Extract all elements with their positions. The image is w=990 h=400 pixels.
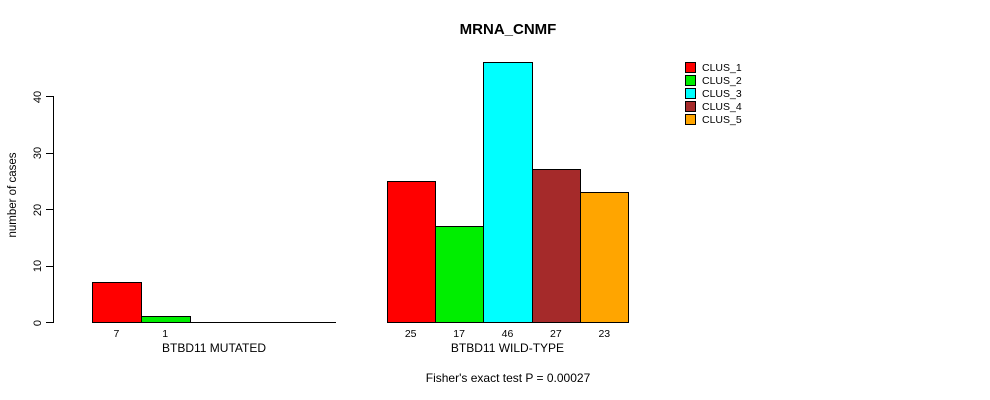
y-axis-tick	[46, 209, 53, 210]
legend-item-label: CLUS_4	[702, 100, 742, 113]
legend-swatch-clus_5	[685, 114, 696, 125]
bar-clus_2	[434, 225, 485, 323]
bar-value-label: 7	[113, 328, 120, 340]
y-axis-tick	[46, 152, 53, 154]
legend-item: CLUS_2	[685, 74, 742, 87]
legend-item-label: CLUS_2	[702, 74, 742, 87]
bar-clus_1	[386, 180, 436, 323]
bar-clus_4	[531, 169, 582, 323]
bar-clus_5	[580, 192, 630, 323]
y-axis-label: number of cases	[7, 152, 19, 238]
chart-title: MRNA_CNMF	[459, 21, 557, 38]
bar-value-label: 25	[404, 328, 417, 340]
bar-clus_1	[92, 282, 142, 323]
legend-item: CLUS_5	[685, 113, 742, 126]
y-axis-tick	[46, 96, 53, 97]
legend-item-label: CLUS_5	[702, 113, 742, 126]
bar-clus_2	[140, 316, 191, 323]
legend: CLUS_1 CLUS_2 CLUS_3 CLUS_4 CLUS_5	[685, 61, 742, 126]
legend-item-label: CLUS_1	[702, 61, 742, 74]
legend-item-label: CLUS_3	[702, 87, 742, 100]
y-axis-tick-label: 40	[32, 90, 44, 103]
bar-value-label: 27	[550, 328, 562, 340]
legend-item: CLUS_1	[685, 61, 742, 74]
legend-swatch-clus_1	[685, 62, 696, 73]
y-axis-tick-label: 0	[32, 319, 44, 326]
bar-value-label: 23	[598, 328, 611, 340]
y-axis-tick	[46, 265, 53, 267]
legend-item: CLUS_3	[685, 87, 742, 100]
bar-clus_3	[483, 62, 533, 323]
legend-swatch-clus_2	[685, 75, 696, 86]
y-axis-tick-label: 20	[32, 203, 44, 216]
legend-swatch-clus_4	[685, 101, 696, 112]
legend-item: CLUS_4	[685, 100, 742, 113]
fisher-test-annotation: Fisher's exact test P = 0.00027	[425, 371, 591, 385]
legend-swatch-clus_3	[685, 88, 696, 99]
y-axis-tick-label: 10	[32, 259, 44, 273]
bar-value-label: 1	[162, 328, 169, 340]
group-baseline	[92, 322, 336, 323]
group-label: BTBD11 MUTATED	[161, 341, 267, 355]
bar-value-label: 46	[501, 328, 514, 340]
group-label: BTBD11 WILD-TYPE	[450, 341, 565, 355]
y-axis-line	[53, 96, 54, 323]
y-axis-tick	[46, 322, 53, 323]
y-axis-tick-label: 30	[32, 146, 44, 160]
bar-value-label: 17	[453, 328, 465, 340]
